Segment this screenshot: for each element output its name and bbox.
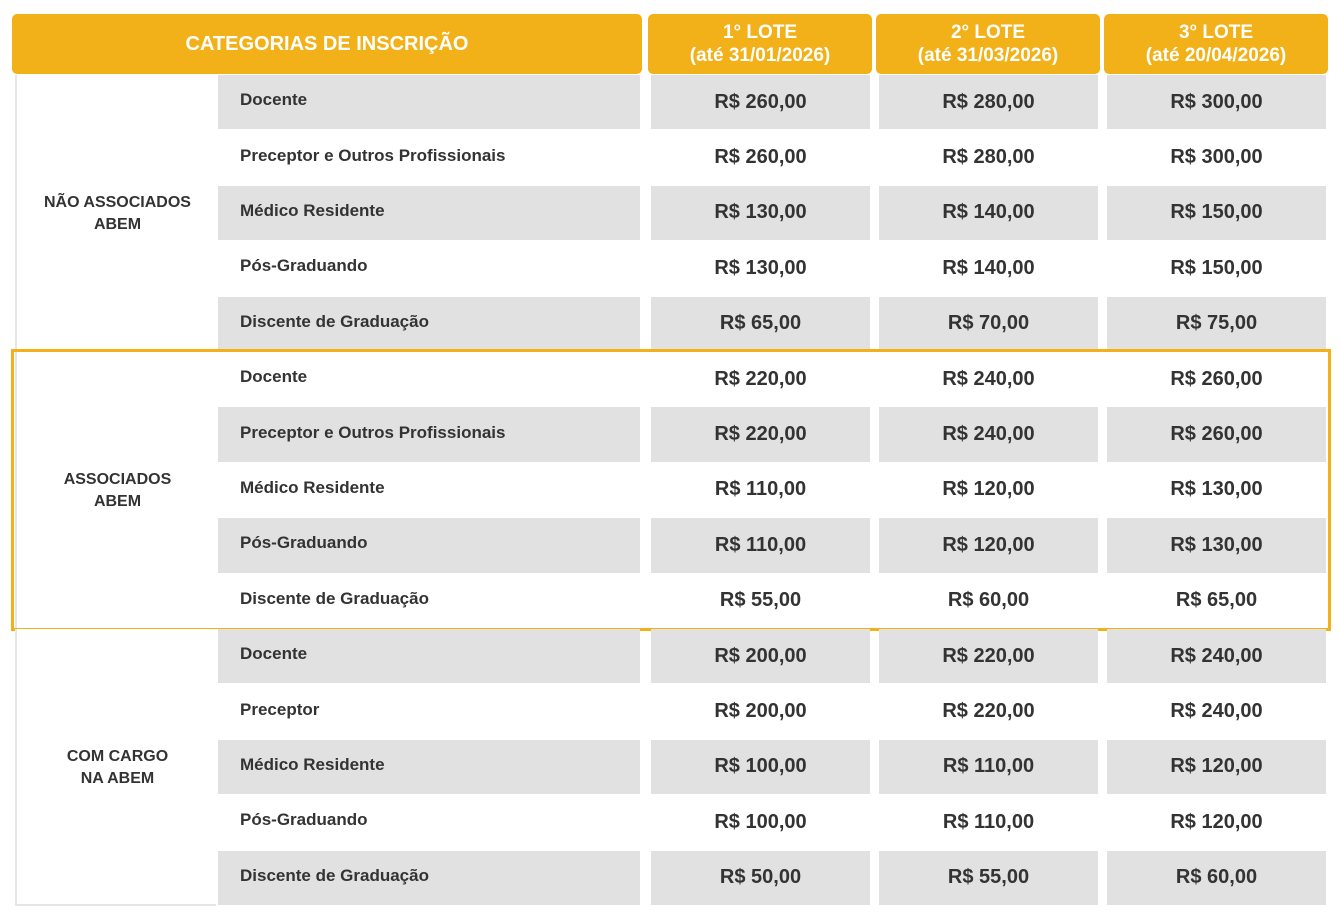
lot-date: (até 31/03/2026) <box>917 45 1059 66</box>
price-lot-1: R$ 220,00 <box>651 407 870 462</box>
price-lot-3: R$ 65,00 <box>1175 589 1258 612</box>
lot-title: 1° LOTE <box>722 22 798 43</box>
group-label-line: ASSOCIADOS <box>63 470 172 488</box>
group-label-line: ABEM <box>93 215 142 233</box>
price-lot-2: R$ 140,00 <box>879 185 1098 241</box>
price-lot-1: R$ 200,00 <box>714 700 807 723</box>
category-name: Docente <box>218 629 640 684</box>
group-label: NÃO ASSOCIADOS ABEM <box>15 75 218 352</box>
header-lot-1: 1° LOTE (até 31/01/2026) <box>648 14 872 74</box>
category-name: Discente de Graduação <box>218 850 640 905</box>
price-lot-2: R$ 240,00 <box>879 407 1098 462</box>
price-lot-3: R$ 130,00 <box>1107 518 1326 573</box>
price-lot-1: R$ 130,00 <box>651 185 870 241</box>
lot-date: (até 31/01/2026) <box>689 45 831 66</box>
price-lot-1: R$ 100,00 <box>651 739 870 795</box>
price-lot-3: R$ 130,00 <box>1170 478 1263 501</box>
price-lot-3: R$ 260,00 <box>1170 367 1263 390</box>
price-lot-2: R$ 280,00 <box>942 146 1035 169</box>
lot-date: (até 20/04/2026) <box>1145 45 1287 66</box>
category-name: Docente <box>240 367 308 387</box>
price-lot-2: R$ 140,00 <box>942 256 1035 279</box>
price-lot-1: R$ 260,00 <box>714 146 807 169</box>
group-label: COM CARGO NA ABEM <box>15 629 218 906</box>
price-lot-2: R$ 220,00 <box>942 700 1035 723</box>
price-lot-3: R$ 240,00 <box>1107 629 1326 684</box>
category-name: Preceptor <box>240 699 320 719</box>
price-lot-3: R$ 260,00 <box>1107 407 1326 462</box>
price-lot-1: R$ 130,00 <box>714 256 807 279</box>
price-lot-2: R$ 60,00 <box>947 589 1030 612</box>
price-lot-1: R$ 110,00 <box>714 478 807 501</box>
category-name: Médico Residente <box>218 185 640 241</box>
lot-title: 2° LOTE <box>950 22 1026 43</box>
category-name: Discente de Graduação <box>218 296 640 351</box>
price-lot-3: R$ 75,00 <box>1107 296 1326 351</box>
price-lot-2: R$ 240,00 <box>942 367 1035 390</box>
price-lot-2: R$ 120,00 <box>942 478 1035 501</box>
price-lot-3: R$ 120,00 <box>1170 810 1263 833</box>
table-bottom-border <box>15 904 216 906</box>
group-label: ASSOCIADOS ABEM <box>15 352 218 629</box>
price-lot-3: R$ 150,00 <box>1170 256 1263 279</box>
category-name: Pós-Graduando <box>240 256 368 276</box>
price-lot-2: R$ 70,00 <box>879 296 1098 351</box>
price-lot-3: R$ 300,00 <box>1107 75 1326 130</box>
price-lot-3: R$ 120,00 <box>1107 739 1326 795</box>
category-name: Médico Residente <box>218 739 640 795</box>
category-name: Pós-Graduando <box>240 810 368 830</box>
price-lot-1: R$ 200,00 <box>651 629 870 684</box>
price-lot-1: R$ 260,00 <box>651 75 870 130</box>
price-lot-1: R$ 100,00 <box>714 810 807 833</box>
category-name: Discente de Graduação <box>240 588 429 608</box>
price-lot-2: R$ 120,00 <box>879 518 1098 573</box>
group-label-line: NÃO ASSOCIADOS <box>44 193 191 211</box>
header-categories: CATEGORIAS DE INSCRIÇÃO <box>12 14 642 74</box>
header-lot-2: 2° LOTE (até 31/03/2026) <box>876 14 1100 74</box>
group-label-line: COM CARGO <box>66 747 169 765</box>
price-lot-1: R$ 220,00 <box>714 367 807 390</box>
category-name: Preceptor e Outros Profissionais <box>240 145 506 165</box>
price-lot-3: R$ 240,00 <box>1170 700 1263 723</box>
group-label-line: ABEM <box>93 492 142 510</box>
lot-title: 3° LOTE <box>1178 22 1254 43</box>
category-name: Médico Residente <box>240 477 385 497</box>
price-lot-2: R$ 55,00 <box>879 850 1098 905</box>
price-lot-3: R$ 300,00 <box>1170 146 1263 169</box>
group-label-line: NA ABEM <box>80 769 155 787</box>
price-lot-2: R$ 110,00 <box>879 739 1098 795</box>
price-lot-1: R$ 65,00 <box>651 296 870 351</box>
header-lot-3: 3° LOTE (até 20/04/2026) <box>1104 14 1328 74</box>
price-lot-2: R$ 280,00 <box>879 75 1098 130</box>
price-lot-2: R$ 110,00 <box>942 810 1035 833</box>
category-name: Pós-Graduando <box>218 518 640 573</box>
price-lot-3: R$ 60,00 <box>1107 850 1326 905</box>
price-lot-1: R$ 55,00 <box>719 589 802 612</box>
price-lot-1: R$ 50,00 <box>651 850 870 905</box>
price-lot-2: R$ 220,00 <box>879 629 1098 684</box>
price-lot-3: R$ 150,00 <box>1107 185 1326 241</box>
category-name: Docente <box>218 75 640 130</box>
price-lot-1: R$ 110,00 <box>651 518 870 573</box>
category-name: Preceptor e Outros Profissionais <box>218 407 640 462</box>
